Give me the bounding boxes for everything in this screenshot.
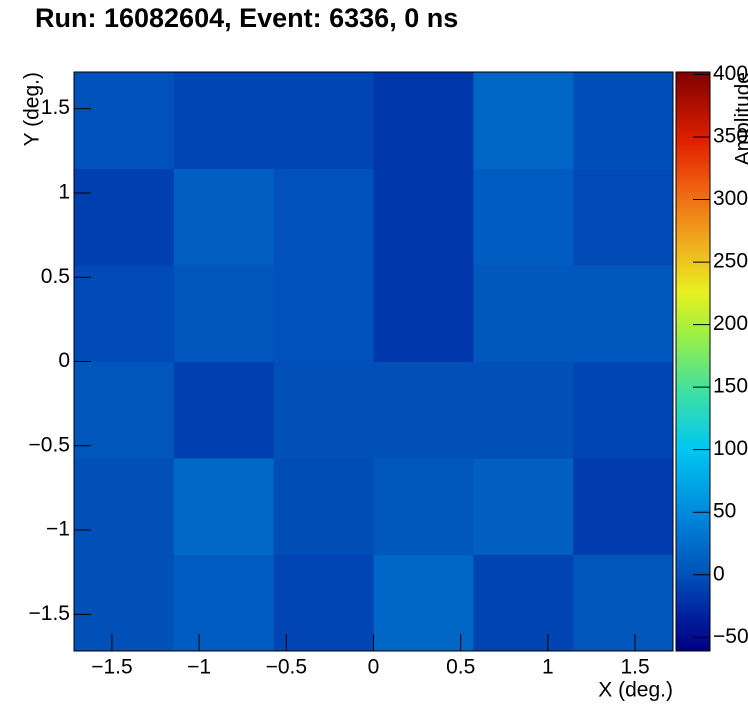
- cell: [473, 265, 574, 362]
- cell: [273, 361, 374, 459]
- y-tick-label: −0.5: [29, 433, 70, 456]
- cell: [273, 72, 374, 169]
- x-tick-label: −0.5: [266, 656, 307, 679]
- cell: [473, 72, 574, 169]
- cell: [173, 265, 275, 362]
- cell: [573, 72, 674, 169]
- cell: [573, 458, 674, 555]
- cell: [74, 72, 175, 169]
- cell: [173, 458, 275, 555]
- x-tick-label: 1: [542, 656, 554, 679]
- z-tick-label: 0: [713, 562, 725, 585]
- z-tick-label: 50: [713, 500, 736, 523]
- cell: [74, 168, 175, 266]
- cell: [473, 361, 574, 459]
- y-tick-label: 1: [58, 180, 70, 203]
- y-tick-label: −1.5: [29, 602, 70, 625]
- color-axis-label: Amplitude: [732, 72, 748, 165]
- z-tick-label: 300: [713, 187, 748, 210]
- color-bar: [675, 71, 711, 652]
- y-tick-label: −1: [46, 518, 70, 541]
- cell: [173, 361, 275, 459]
- cell: [74, 361, 175, 459]
- cell: [273, 265, 374, 362]
- y-tick-label: 1.5: [41, 96, 70, 119]
- x-tick-label: 0: [368, 656, 380, 679]
- cell: [173, 554, 275, 652]
- cell: [473, 554, 574, 652]
- cell: [373, 72, 474, 169]
- cell: [173, 72, 275, 169]
- z-tick-label: 400: [713, 62, 748, 85]
- y-tick-label: 0.5: [41, 265, 70, 288]
- z-tick-label: 100: [713, 437, 748, 460]
- cell: [373, 458, 474, 555]
- z-tick-label: 350: [713, 125, 748, 148]
- cell: [273, 168, 374, 266]
- cell: [573, 554, 674, 652]
- x-tick-label: −1.5: [91, 656, 132, 679]
- y-tick-label: 0: [58, 349, 70, 372]
- cell: [74, 554, 175, 652]
- cell: [573, 168, 674, 266]
- z-tick-label: 150: [713, 375, 748, 398]
- cell: [74, 458, 175, 555]
- cell: [373, 361, 474, 459]
- z-tick-label: 200: [713, 312, 748, 335]
- cell: [273, 554, 374, 652]
- cell: [573, 361, 674, 459]
- cell: [573, 265, 674, 362]
- cell: [373, 554, 474, 652]
- cell: [273, 458, 374, 555]
- cell: [173, 168, 275, 266]
- z-tick-label: −50: [713, 625, 748, 648]
- cell: [74, 265, 175, 362]
- z-tick-label: 250: [713, 250, 748, 273]
- y-axis-label: Y (deg.): [21, 72, 44, 146]
- chart-title: Run: 16082604, Event: 6336, 0 ns: [35, 3, 458, 33]
- x-axis-label: X (deg.): [598, 679, 673, 702]
- cell: [373, 265, 474, 362]
- cell: [473, 168, 574, 266]
- cell: [473, 458, 574, 555]
- cell: [373, 168, 474, 266]
- x-tick-label: 1.5: [620, 656, 649, 679]
- x-tick-label: −1: [187, 656, 211, 679]
- x-tick-label: 0.5: [446, 656, 475, 679]
